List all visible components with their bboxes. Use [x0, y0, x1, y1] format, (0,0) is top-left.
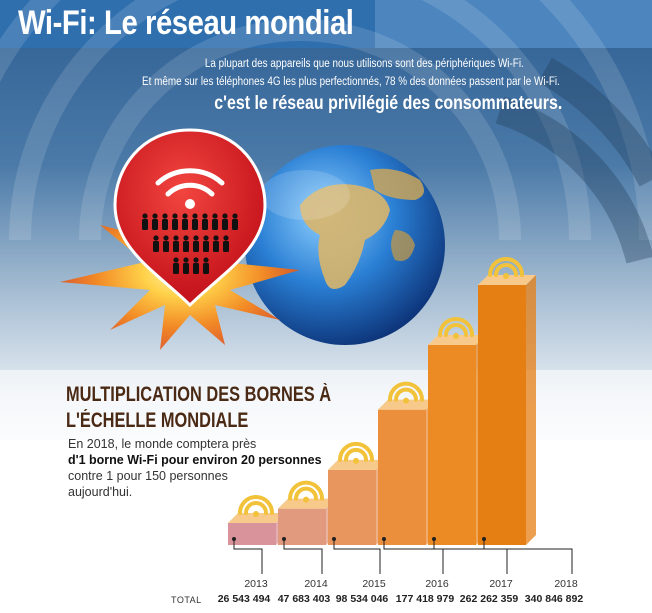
bar-top — [378, 399, 436, 410]
person-icon — [162, 213, 168, 230]
person-icon — [223, 235, 229, 252]
person-icons — [142, 213, 238, 274]
bar — [328, 469, 376, 545]
dark-arcs — [495, 57, 652, 264]
value-label: 26 543 494 — [217, 593, 271, 605]
leader-line — [233, 539, 263, 574]
person-icon — [203, 235, 209, 252]
wifi-icon — [388, 381, 424, 404]
person-icon — [182, 213, 188, 230]
tagline: c'est le réseau privilégié des consommat… — [214, 93, 562, 114]
value-label: 98 534 046 — [335, 593, 389, 605]
total-label: TOTAL — [171, 595, 202, 605]
section-text-line-1: En 2018, le monde comptera près — [68, 437, 257, 451]
leader-dot — [382, 537, 386, 541]
bar — [478, 285, 526, 545]
bar-2013 — [228, 495, 286, 574]
bar — [428, 344, 476, 545]
leader-dot — [432, 537, 436, 541]
person-icon — [213, 235, 219, 252]
wifi-icon — [488, 257, 524, 279]
leader-dot — [282, 537, 286, 541]
leader-line — [383, 539, 444, 574]
leader-line — [433, 539, 508, 574]
person-icon — [193, 235, 199, 252]
leader-dot — [232, 537, 236, 541]
value-label: 47 683 403 — [277, 593, 331, 605]
person-icon — [173, 257, 179, 274]
person-icon — [152, 213, 158, 230]
intro-line-1: La plupart des appareils que nous utilis… — [205, 58, 524, 70]
globe-icon — [245, 145, 445, 345]
section-title-line-1: MULTIPLICATION DES BORNES À — [66, 383, 332, 406]
person-icon — [153, 235, 159, 252]
leader-line — [333, 539, 381, 574]
background-arcs — [0, 0, 652, 241]
year-label: 2017 — [489, 578, 513, 590]
person-icon — [193, 257, 199, 274]
person-icon — [202, 213, 208, 230]
bar-top — [278, 498, 336, 509]
bar-2016 — [378, 381, 444, 574]
leader-line — [483, 539, 573, 574]
value-label: 340 846 892 — [524, 593, 584, 605]
bar-top — [228, 513, 286, 523]
bar — [378, 409, 426, 545]
bar-top — [478, 275, 536, 285]
person-icon — [173, 235, 179, 252]
leader-dot — [332, 537, 336, 541]
person-icon — [172, 213, 178, 230]
wifi-icon — [438, 316, 474, 339]
year-label: 2014 — [304, 578, 328, 590]
bar-side — [526, 275, 536, 545]
section-text-line-3: contre 1 pour 150 personnes — [68, 469, 228, 483]
person-icon — [183, 257, 189, 274]
bar-chart — [228, 257, 573, 574]
year-label: 2018 — [554, 578, 578, 590]
value-label: 177 418 979 — [395, 593, 455, 605]
year-label: 2013 — [244, 578, 268, 590]
year-label: 2015 — [362, 578, 386, 590]
bar-top — [328, 459, 386, 470]
wifi-icon — [338, 441, 374, 464]
map-pin-icon — [113, 128, 267, 308]
wifi-icon — [155, 168, 225, 197]
wifi-icon — [238, 495, 274, 517]
leader-line — [283, 539, 323, 574]
bar — [278, 508, 326, 545]
wifi-icon — [288, 480, 324, 503]
person-icon — [163, 235, 169, 252]
person-icon — [203, 257, 209, 274]
section-title-line-2: L'ÉCHELLE MONDIALE — [66, 409, 249, 432]
section-text-line-2: d'1 borne Wi-Fi pour environ 20 personne… — [68, 453, 322, 467]
bar-top — [428, 334, 486, 345]
intro-line-2: Et même sur les téléphones 4G les plus p… — [142, 76, 560, 88]
person-icon — [142, 213, 148, 230]
section-text-line-4: aujourd'hui. — [68, 485, 133, 499]
leader-dot — [482, 537, 486, 541]
person-icon — [222, 213, 228, 230]
bar-2018 — [478, 257, 573, 574]
year-label: 2016 — [425, 578, 449, 590]
value-label: 262 262 359 — [459, 593, 519, 605]
person-icon — [212, 213, 218, 230]
person-icon — [183, 235, 189, 252]
bar — [228, 523, 276, 545]
person-icon — [192, 213, 198, 230]
page-title: Wi-Fi: Le réseau mondial — [18, 4, 354, 42]
person-icon — [232, 213, 238, 230]
